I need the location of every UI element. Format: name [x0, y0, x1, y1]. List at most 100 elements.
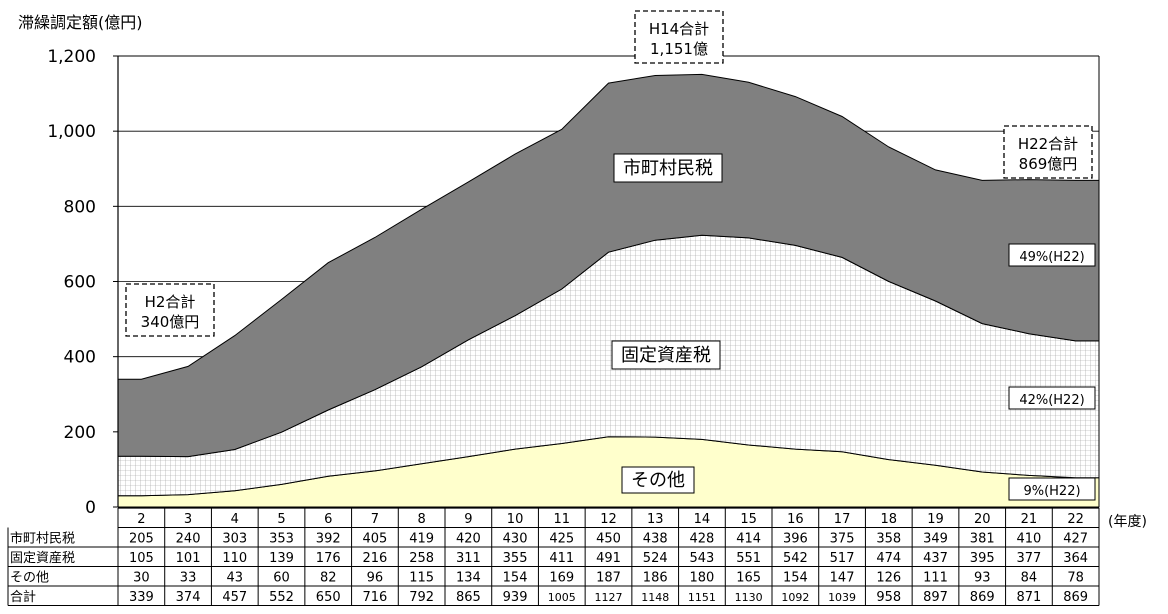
table-cell: 420 [456, 532, 481, 547]
table-cell: 205 [129, 532, 154, 547]
table-cell: 111 [923, 571, 948, 586]
table-cell: 869 [1063, 590, 1088, 605]
table-cell: 395 [970, 551, 995, 566]
table-cell: 258 [409, 551, 434, 566]
chart-labels: 0 200 400 600 800 1,000 1,200 滞繰調定額(億円) H2合計 340億… [18, 10, 1096, 518]
x-tick-label: 12 [600, 512, 617, 527]
callout-box [1003, 125, 1093, 179]
table-cell: 374 [176, 590, 201, 605]
y-tick-label: 200 [64, 423, 96, 443]
x-tick-label: 19 [927, 512, 944, 527]
x-tick-label: 5 [277, 512, 285, 527]
x-tick-label: 20 [974, 512, 991, 527]
table-cell: 358 [876, 532, 901, 547]
table-cell: 216 [363, 551, 388, 566]
table-cell: 419 [409, 532, 434, 547]
y-tick-label: 1,200 [47, 47, 96, 67]
table-cell: 396 [783, 532, 808, 547]
table-cell: 311 [456, 551, 481, 566]
table-cell: 30 [133, 571, 150, 586]
x-tick-label: 21 [1021, 512, 1038, 527]
x-tick-label: 22 [1067, 512, 1084, 527]
table-cell: 139 [269, 551, 294, 566]
label-box [613, 153, 723, 183]
table-cell: 176 [316, 551, 341, 566]
table-cell: 115 [409, 571, 434, 586]
x-tick-label: 11 [554, 512, 571, 527]
table-cell: 110 [222, 551, 247, 566]
table-row-label: 合計 [10, 589, 36, 605]
x-tick-label: 17 [834, 512, 851, 527]
y-axis-title: 滞繰調定額(億円) [18, 13, 143, 32]
table-cell: 410 [1017, 532, 1042, 547]
table-cell: 82 [320, 571, 337, 586]
table-cell: 1151 [688, 591, 716, 604]
table-cell: 474 [876, 551, 901, 566]
table-cell: 364 [1063, 551, 1088, 566]
table-cell: 355 [503, 551, 528, 566]
table-cell: 165 [736, 571, 761, 586]
y-tick-label: 400 [64, 348, 96, 368]
table-cell: 84 [1021, 571, 1038, 586]
table-row-label: 固定資産税 [10, 550, 75, 566]
label-box [1008, 386, 1096, 410]
table-cell: 551 [736, 551, 761, 566]
label-text: 固定資産税 [621, 345, 711, 366]
table-cell: 126 [876, 571, 901, 586]
table-cell: 1130 [735, 591, 763, 604]
callout-h2-total: H2合計 340億円 [125, 283, 215, 337]
x-tick-label: 14 [694, 512, 711, 527]
callout-line: 869億円 [1019, 155, 1078, 173]
y-tick-label: 600 [64, 273, 96, 293]
region-label-other: その他 [621, 466, 695, 494]
table-cell: 438 [643, 532, 668, 547]
table-cell: 187 [596, 571, 621, 586]
label-box [611, 340, 721, 370]
table-cell: 871 [1017, 590, 1042, 605]
table-cell: 414 [736, 532, 761, 547]
table-row-label: 市町村民税 [10, 531, 75, 547]
label-text: その他 [631, 470, 685, 491]
table-cell: 865 [456, 590, 481, 605]
y-tick-label: 800 [64, 197, 96, 217]
label-text: 9%(H22) [1023, 484, 1080, 499]
label-text: 市町村民税 [623, 158, 713, 179]
table-cell: 353 [269, 532, 294, 547]
x-tick-label: 4 [231, 512, 239, 527]
table-cell: 101 [176, 551, 201, 566]
table-cell: 78 [1067, 571, 1084, 586]
table-cell: 450 [596, 532, 621, 547]
table-cell: 792 [409, 590, 434, 605]
table-cell: 650 [316, 590, 341, 605]
table-cell: 392 [316, 532, 341, 547]
table-cell: 552 [269, 590, 294, 605]
label-box [1008, 477, 1096, 501]
pct-label-fixed-asset-tax: 42%(H22) [1008, 386, 1096, 410]
table-cell: 1039 [828, 591, 856, 604]
x-tick-label: 10 [507, 512, 524, 527]
x-tick-label: 9 [464, 512, 472, 527]
table-cell: 134 [456, 571, 481, 586]
table-cell: 1148 [641, 591, 669, 604]
callout-line: 1,151億 [650, 40, 708, 58]
table-cell: 427 [1063, 532, 1088, 547]
region-label-municipal-tax: 市町村民税 [613, 153, 723, 183]
table-cell: 60 [273, 571, 290, 586]
table-cell: 430 [503, 532, 528, 547]
table-cell: 33 [180, 571, 197, 586]
label-text: 42%(H22) [1019, 393, 1084, 408]
table-cell: 869 [970, 590, 995, 605]
table-cell: 169 [549, 571, 574, 586]
label-box [1008, 243, 1096, 267]
table-cell: 381 [970, 532, 995, 547]
table-cell: 147 [830, 571, 855, 586]
table-cell: 958 [876, 590, 901, 605]
callout-box [634, 10, 724, 64]
x-tick-label: 18 [881, 512, 898, 527]
callout-h14-total: H14合計 1,151億 [634, 10, 724, 64]
callout-line: 340億円 [141, 313, 200, 331]
label-box [621, 466, 695, 494]
table-cell: 542 [783, 551, 808, 566]
table-cell: 428 [690, 532, 715, 547]
